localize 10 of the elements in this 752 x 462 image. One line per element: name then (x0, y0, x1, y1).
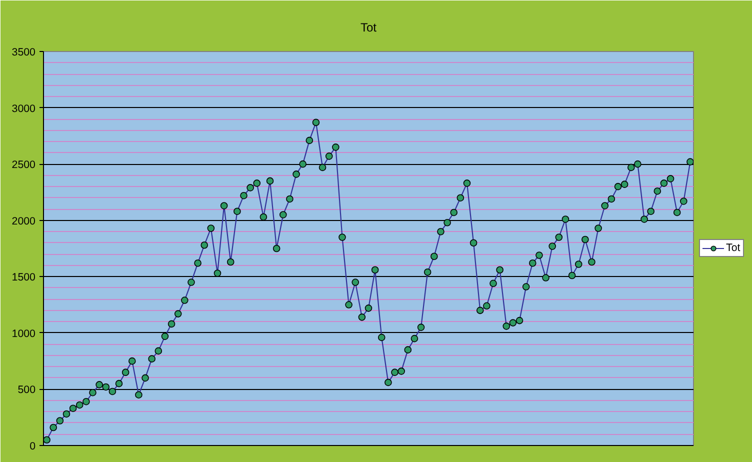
chart-title: Tot (360, 20, 378, 34)
y-tick-label: 1500 (12, 272, 36, 284)
y-tick-label: 500 (18, 384, 36, 396)
y-tick-label: 3500 (12, 46, 36, 58)
y-tick-label: 2500 (12, 159, 36, 172)
legend-label: Tot (726, 242, 741, 254)
y-tick-label: 1000 (12, 328, 36, 340)
y-tick-label: 3000 (12, 102, 36, 115)
y-tick-label: 2000 (12, 215, 36, 228)
y-tick-label: 0 (30, 440, 36, 452)
